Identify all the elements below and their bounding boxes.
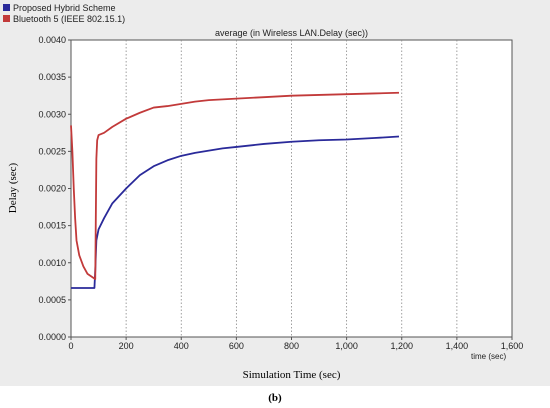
x-tick-labels: 0 200 400 600 800 1,000 1,200 1,400 1,600 bbox=[68, 341, 523, 351]
legend-swatch-proposed bbox=[3, 4, 10, 11]
figure-caption: (b) bbox=[268, 392, 282, 404]
y-tick-label: 0.0020 bbox=[38, 184, 66, 194]
x-tick-label: 800 bbox=[284, 341, 299, 351]
y-tick-label: 0.0005 bbox=[38, 295, 66, 305]
y-tick-label: 0.0015 bbox=[38, 221, 66, 231]
y-tick-label: 0.0030 bbox=[38, 109, 66, 119]
legend-label-proposed: Proposed Hybrid Scheme bbox=[13, 3, 116, 13]
y-tick-label: 0.0035 bbox=[38, 72, 66, 82]
x-axis-title: Simulation Time (sec) bbox=[243, 369, 341, 381]
y-tick-label: 0.0040 bbox=[38, 35, 66, 45]
x-tick-label: 400 bbox=[174, 341, 189, 351]
y-tick-label: 0.0000 bbox=[38, 332, 66, 342]
legend-label-bluetooth: Bluetooth 5 (IEEE 802.15.1) bbox=[13, 14, 125, 24]
x-tick-label: 200 bbox=[119, 341, 134, 351]
series-line-bluetooth bbox=[70, 91, 400, 280]
y-tick-label: 0.0010 bbox=[38, 258, 66, 268]
y-tick-label: 0.0025 bbox=[38, 146, 66, 156]
x-unit-label: time (sec) bbox=[471, 352, 506, 361]
legend-swatch-bluetooth bbox=[3, 15, 10, 22]
y-axis-title: Delay (sec) bbox=[7, 162, 19, 213]
series-lines bbox=[70, 91, 400, 289]
x-tick-label: 1,600 bbox=[501, 341, 524, 351]
x-tick-label: 1,400 bbox=[446, 341, 469, 351]
x-tick-label: 1,200 bbox=[390, 341, 413, 351]
legend: Proposed Hybrid Scheme Bluetooth 5 (IEEE… bbox=[3, 3, 125, 24]
x-tick-label: 0 bbox=[68, 341, 73, 351]
y-tick-labels: 0.0000 0.0005 0.0010 0.0015 0.0020 0.0025 0.00… bbox=[38, 35, 66, 342]
x-tick-label: 600 bbox=[229, 341, 244, 351]
chart-title: average (in Wireless LAN.Delay (sec)) bbox=[215, 28, 368, 38]
x-tick-label: 1,000 bbox=[335, 341, 358, 351]
